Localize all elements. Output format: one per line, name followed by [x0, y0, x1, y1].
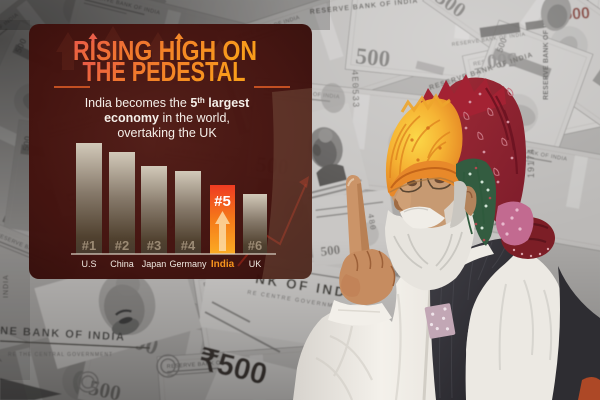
- svg-text:overtaking the UK: overtaking the UK: [117, 126, 217, 140]
- svg-text:Germany: Germany: [169, 259, 207, 269]
- svg-text:India becomes the 5th largest: India becomes the 5th largest: [85, 96, 250, 110]
- svg-text:U.S: U.S: [81, 259, 96, 269]
- svg-text:#3: #3: [147, 238, 161, 253]
- svg-text:India: India: [211, 259, 235, 270]
- svg-text:Japan: Japan: [142, 259, 167, 269]
- svg-text:#1: #1: [82, 238, 96, 253]
- svg-text:#2: #2: [115, 238, 129, 253]
- svg-text:UK: UK: [249, 259, 262, 269]
- svg-text:#6: #6: [248, 238, 262, 253]
- svg-text:THE PEDESTAL: THE PEDESTAL: [83, 56, 246, 87]
- svg-text:RISING HIGH ON: RISING HIGH ON: [73, 35, 257, 66]
- svg-text:#5: #5: [214, 193, 231, 210]
- svg-text:China: China: [110, 259, 134, 269]
- svg-text:#4: #4: [181, 238, 196, 253]
- svg-text:economy in the world,: economy in the world,: [104, 111, 230, 125]
